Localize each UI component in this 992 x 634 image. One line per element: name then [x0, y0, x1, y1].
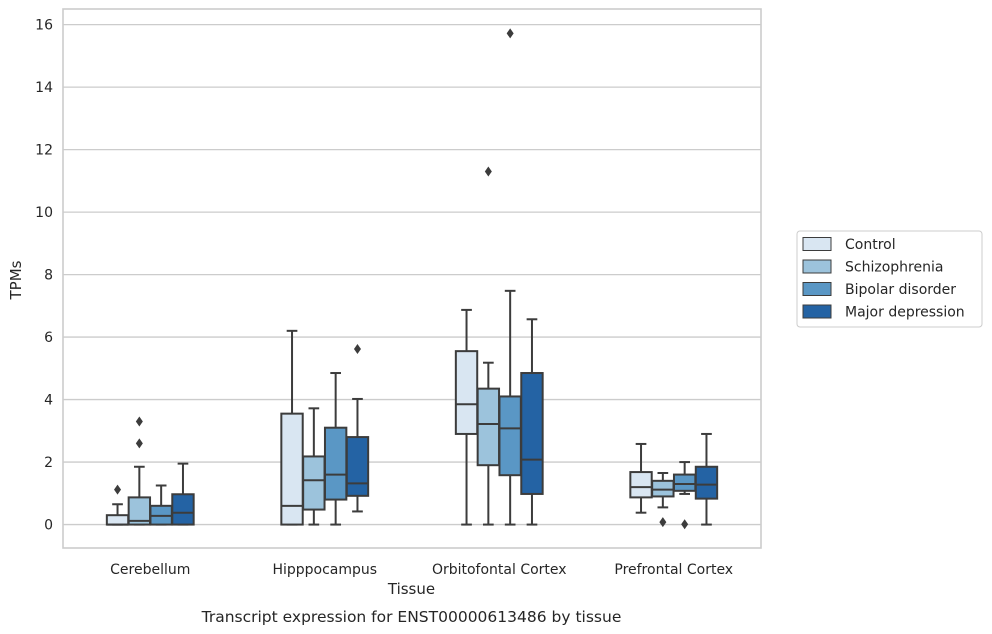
box-body — [498, 395, 522, 477]
box-2-3 — [520, 318, 544, 526]
box-3-2 — [672, 461, 697, 530]
box-1-1 — [302, 407, 326, 526]
legend-label: Major depression — [845, 305, 965, 321]
box-body — [345, 436, 370, 497]
box-body — [454, 350, 479, 435]
y-tick-label: 10 — [35, 205, 53, 221]
box-3-1 — [651, 472, 675, 528]
legend-frame — [796, 230, 983, 328]
box-body — [280, 412, 304, 526]
y-axis-ticks: 0 2 4 6 8 10 12 14 16 — [35, 18, 53, 534]
box-body — [171, 493, 195, 526]
legend-swatch — [802, 237, 832, 251]
y-tick-label: 0 — [44, 518, 53, 534]
legend-label: Bipolar disorder — [845, 282, 956, 298]
box-1-2 — [323, 372, 348, 526]
grid-lines — [63, 23, 761, 526]
box-3-0 — [629, 442, 653, 514]
box-2-1 — [476, 166, 501, 526]
plot-frame — [62, 8, 762, 549]
x-tick-label: Prefrontal Cortex — [614, 562, 733, 578]
outlier-point — [114, 484, 122, 495]
legend-label: Control — [845, 237, 896, 253]
outlier-point — [659, 517, 667, 528]
outlier-point — [681, 519, 689, 530]
y-axis-label: TPMs — [7, 260, 25, 300]
legend-swatch — [802, 259, 832, 274]
outlier-point — [135, 438, 143, 449]
box-0-0 — [105, 484, 130, 526]
box-3-3 — [694, 432, 719, 526]
box-body — [520, 372, 544, 495]
box-1-3 — [345, 343, 370, 513]
y-tick-label: 16 — [35, 18, 53, 34]
chart-caption: Transcript expression for ENST0000061348… — [201, 608, 622, 626]
box-0-1 — [127, 416, 152, 526]
box-2-0 — [454, 308, 479, 526]
box-body — [302, 455, 326, 511]
x-tick-label: Hipppocampus — [272, 562, 377, 578]
y-tick-label: 2 — [44, 455, 53, 471]
x-tick-label: Orbitofontal Cortex — [432, 562, 567, 578]
outlier-point — [506, 28, 514, 39]
legend-swatch — [802, 304, 832, 319]
box-1-0 — [280, 329, 304, 526]
outlier-point — [135, 416, 143, 427]
box-plot-area — [105, 28, 719, 530]
box-2-2 — [498, 28, 522, 526]
box-body — [672, 473, 697, 492]
box-body — [323, 426, 348, 501]
outlier-point — [484, 166, 492, 177]
box-body — [694, 465, 719, 500]
y-tick-label: 12 — [35, 143, 53, 159]
x-tick-label: Cerebellum — [110, 562, 190, 578]
outlier-point — [353, 343, 361, 354]
y-tick-label: 8 — [44, 268, 53, 284]
box-body — [476, 387, 501, 467]
y-tick-label: 4 — [44, 393, 53, 409]
legend-swatch — [802, 282, 832, 296]
x-axis-label: Tissue — [387, 580, 435, 598]
x-axis-ticks: Cerebellum Hipppocampus Orbitofontal Corte… — [110, 562, 733, 578]
box-body — [105, 514, 130, 526]
legend-label: Schizophrenia — [845, 260, 943, 276]
box-body — [629, 471, 653, 499]
legend: Control Schizophrenia Bipolar disorder Majo… — [796, 230, 983, 328]
y-tick-label: 14 — [35, 80, 53, 96]
box-0-3 — [171, 462, 195, 526]
y-tick-label: 6 — [44, 330, 53, 346]
box-0-2 — [149, 484, 173, 526]
